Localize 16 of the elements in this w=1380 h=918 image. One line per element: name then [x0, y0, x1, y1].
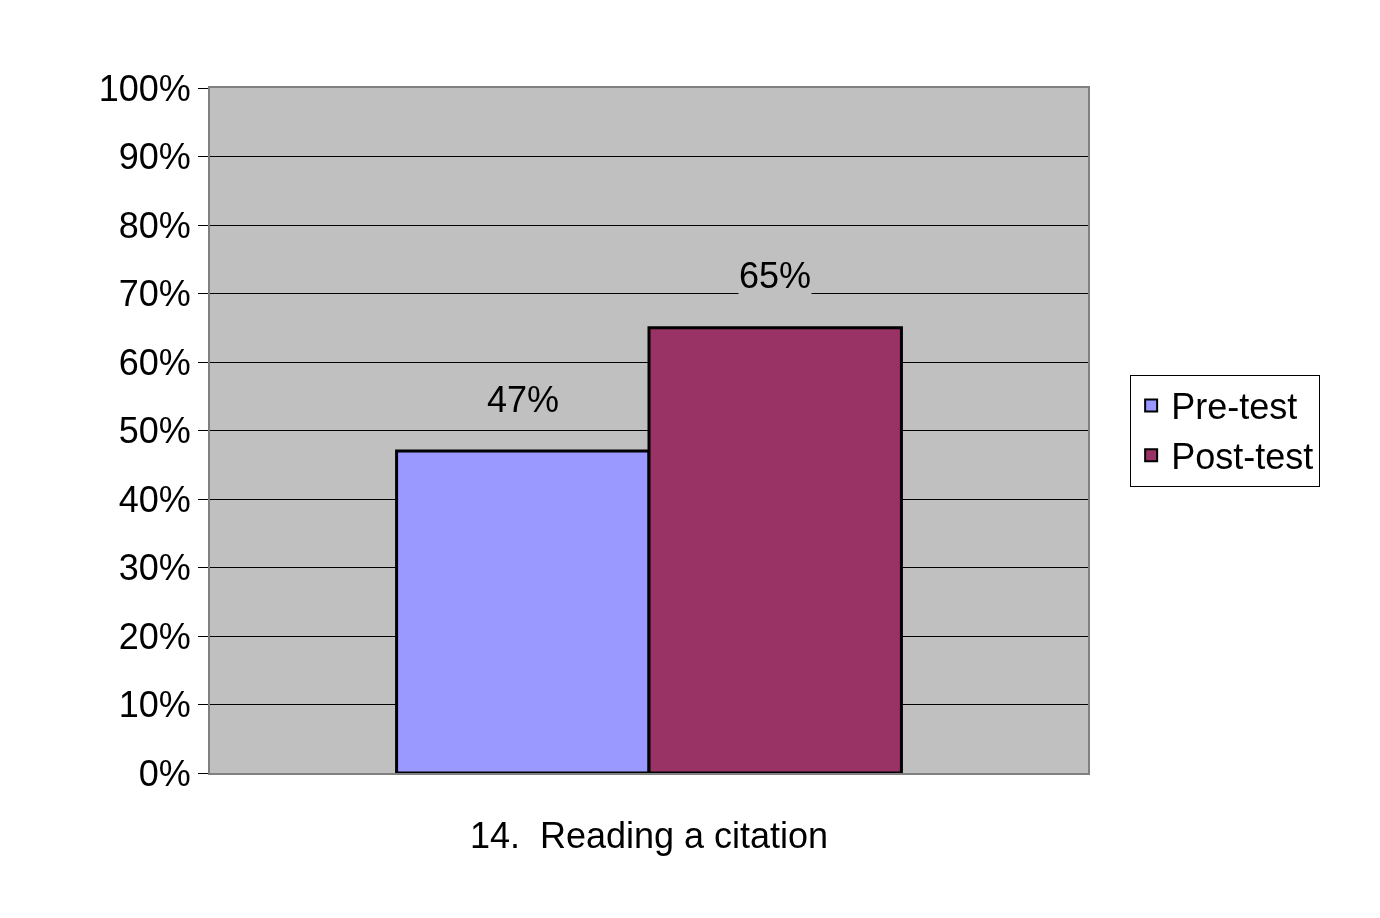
y-tick-label: 40% [118, 478, 191, 520]
y-tick-label: 10% [118, 684, 191, 726]
y-tick-label: 0% [138, 752, 191, 794]
legend-label: Post-test [1171, 436, 1314, 478]
data-label: 47% [487, 379, 560, 420]
y-tick-label: 50% [118, 410, 191, 452]
y-tick-label: 60% [118, 341, 191, 383]
y-tick-label: 90% [118, 136, 191, 178]
y-tick-label: 70% [118, 273, 191, 315]
y-tick-label: 100% [98, 67, 191, 109]
data-label: 65% [739, 255, 812, 296]
x-tick-label: 14. Reading a citation [469, 815, 829, 857]
y-tick-label: 30% [118, 547, 191, 589]
legend-label: Pre-test [1171, 386, 1298, 428]
y-tick-label: 20% [118, 615, 191, 657]
y-tick-label: 80% [118, 204, 191, 246]
